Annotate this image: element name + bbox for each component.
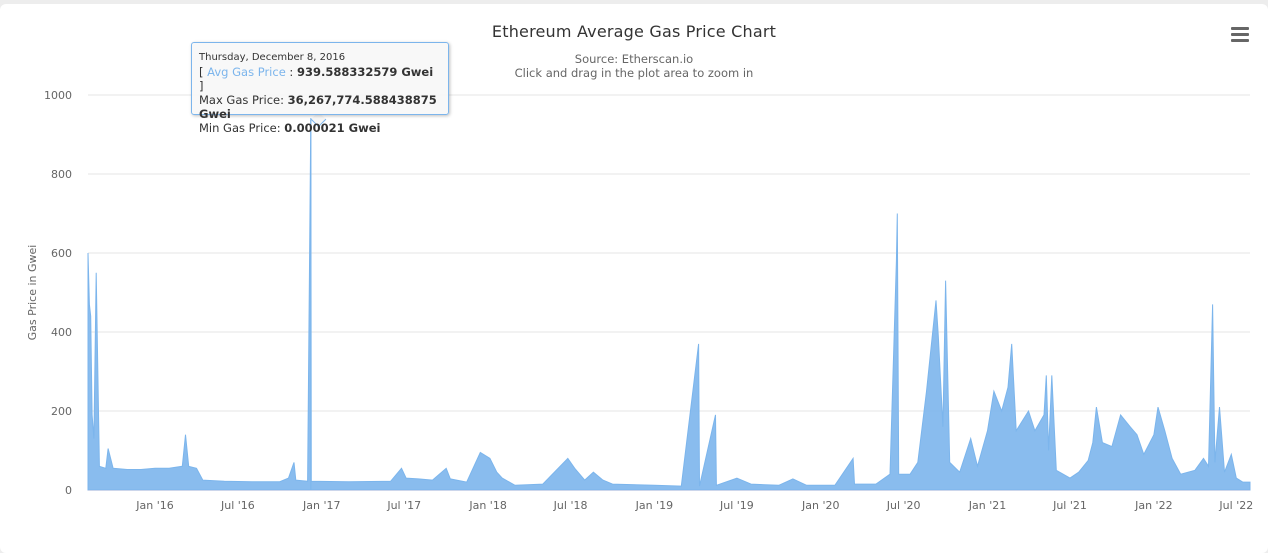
x-tick-label: Jul '19 bbox=[719, 499, 754, 512]
x-tick-label: Jan '22 bbox=[1134, 499, 1172, 512]
x-tick-label: Jul '18 bbox=[553, 499, 588, 512]
tooltip-min-value: 0.000021 Gwei bbox=[284, 121, 381, 135]
y-tick-label: 200 bbox=[51, 405, 72, 418]
chart-title: Ethereum Average Gas Price Chart bbox=[491, 22, 777, 41]
tooltip-max-row: Max Gas Price: 36,267,774.588438875 Gwei bbox=[199, 93, 437, 121]
y-axis-label: Gas Price in Gwei bbox=[26, 245, 39, 341]
x-tick-label: Jul '17 bbox=[386, 499, 421, 512]
x-tick-label: Jan '20 bbox=[801, 499, 839, 512]
x-tick-label: Jul '16 bbox=[220, 499, 255, 512]
tooltip-max-value: 36,267,774.588438875 Gwei bbox=[199, 93, 437, 121]
x-tick-label: Jul '22 bbox=[1218, 499, 1253, 512]
x-tick-label: Jul '20 bbox=[886, 499, 921, 512]
tooltip-avg-value: 939.588332579 Gwei bbox=[296, 65, 434, 79]
subtitle-source: Source: Etherscan.io bbox=[574, 52, 694, 66]
tooltip: Thursday, December 8, 2016 [ Avg Gas Pri… bbox=[191, 42, 449, 135]
series-area bbox=[87, 118, 1251, 491]
x-axis-ticks: Jan '16 Jul '16 Jan '17 Jul '17 Jan '18 Jul '… bbox=[135, 499, 1253, 512]
y-tick-label: 600 bbox=[51, 247, 72, 260]
y-tick-label: 0 bbox=[65, 484, 72, 497]
chart-subtitle: Source: Etherscan.io Click and drag in t… bbox=[0, 52, 1268, 80]
y-axis-ticks: 0 200 400 600 800 1000 bbox=[44, 89, 72, 497]
y-tick-label: 400 bbox=[51, 326, 72, 339]
grid-lines bbox=[88, 94, 1250, 412]
x-tick-label: Jul '21 bbox=[1052, 499, 1087, 512]
y-tick-label: 1000 bbox=[44, 89, 72, 102]
x-tick-label: Jan '19 bbox=[635, 499, 673, 512]
x-tick-label: Jan '16 bbox=[135, 499, 173, 512]
tooltip-avg-row: [ Avg Gas Price : 939.588332579 Gwei ] bbox=[199, 65, 434, 93]
hamburger-menu-icon[interactable] bbox=[1229, 24, 1251, 44]
tooltip-min-row: Min Gas Price: 0.000021 Gwei bbox=[199, 121, 381, 135]
x-tick-label: Jan '17 bbox=[302, 499, 340, 512]
x-tick-label: Jan '21 bbox=[968, 499, 1006, 512]
subtitle-hint: Click and drag in the plot area to zoom … bbox=[514, 66, 754, 80]
y-tick-label: 800 bbox=[51, 168, 72, 181]
tooltip-date: Thursday, December 8, 2016 bbox=[199, 52, 346, 63]
x-tick-label: Jan '18 bbox=[468, 499, 506, 512]
tooltip-avg-label: Avg Gas Price bbox=[207, 65, 286, 79]
